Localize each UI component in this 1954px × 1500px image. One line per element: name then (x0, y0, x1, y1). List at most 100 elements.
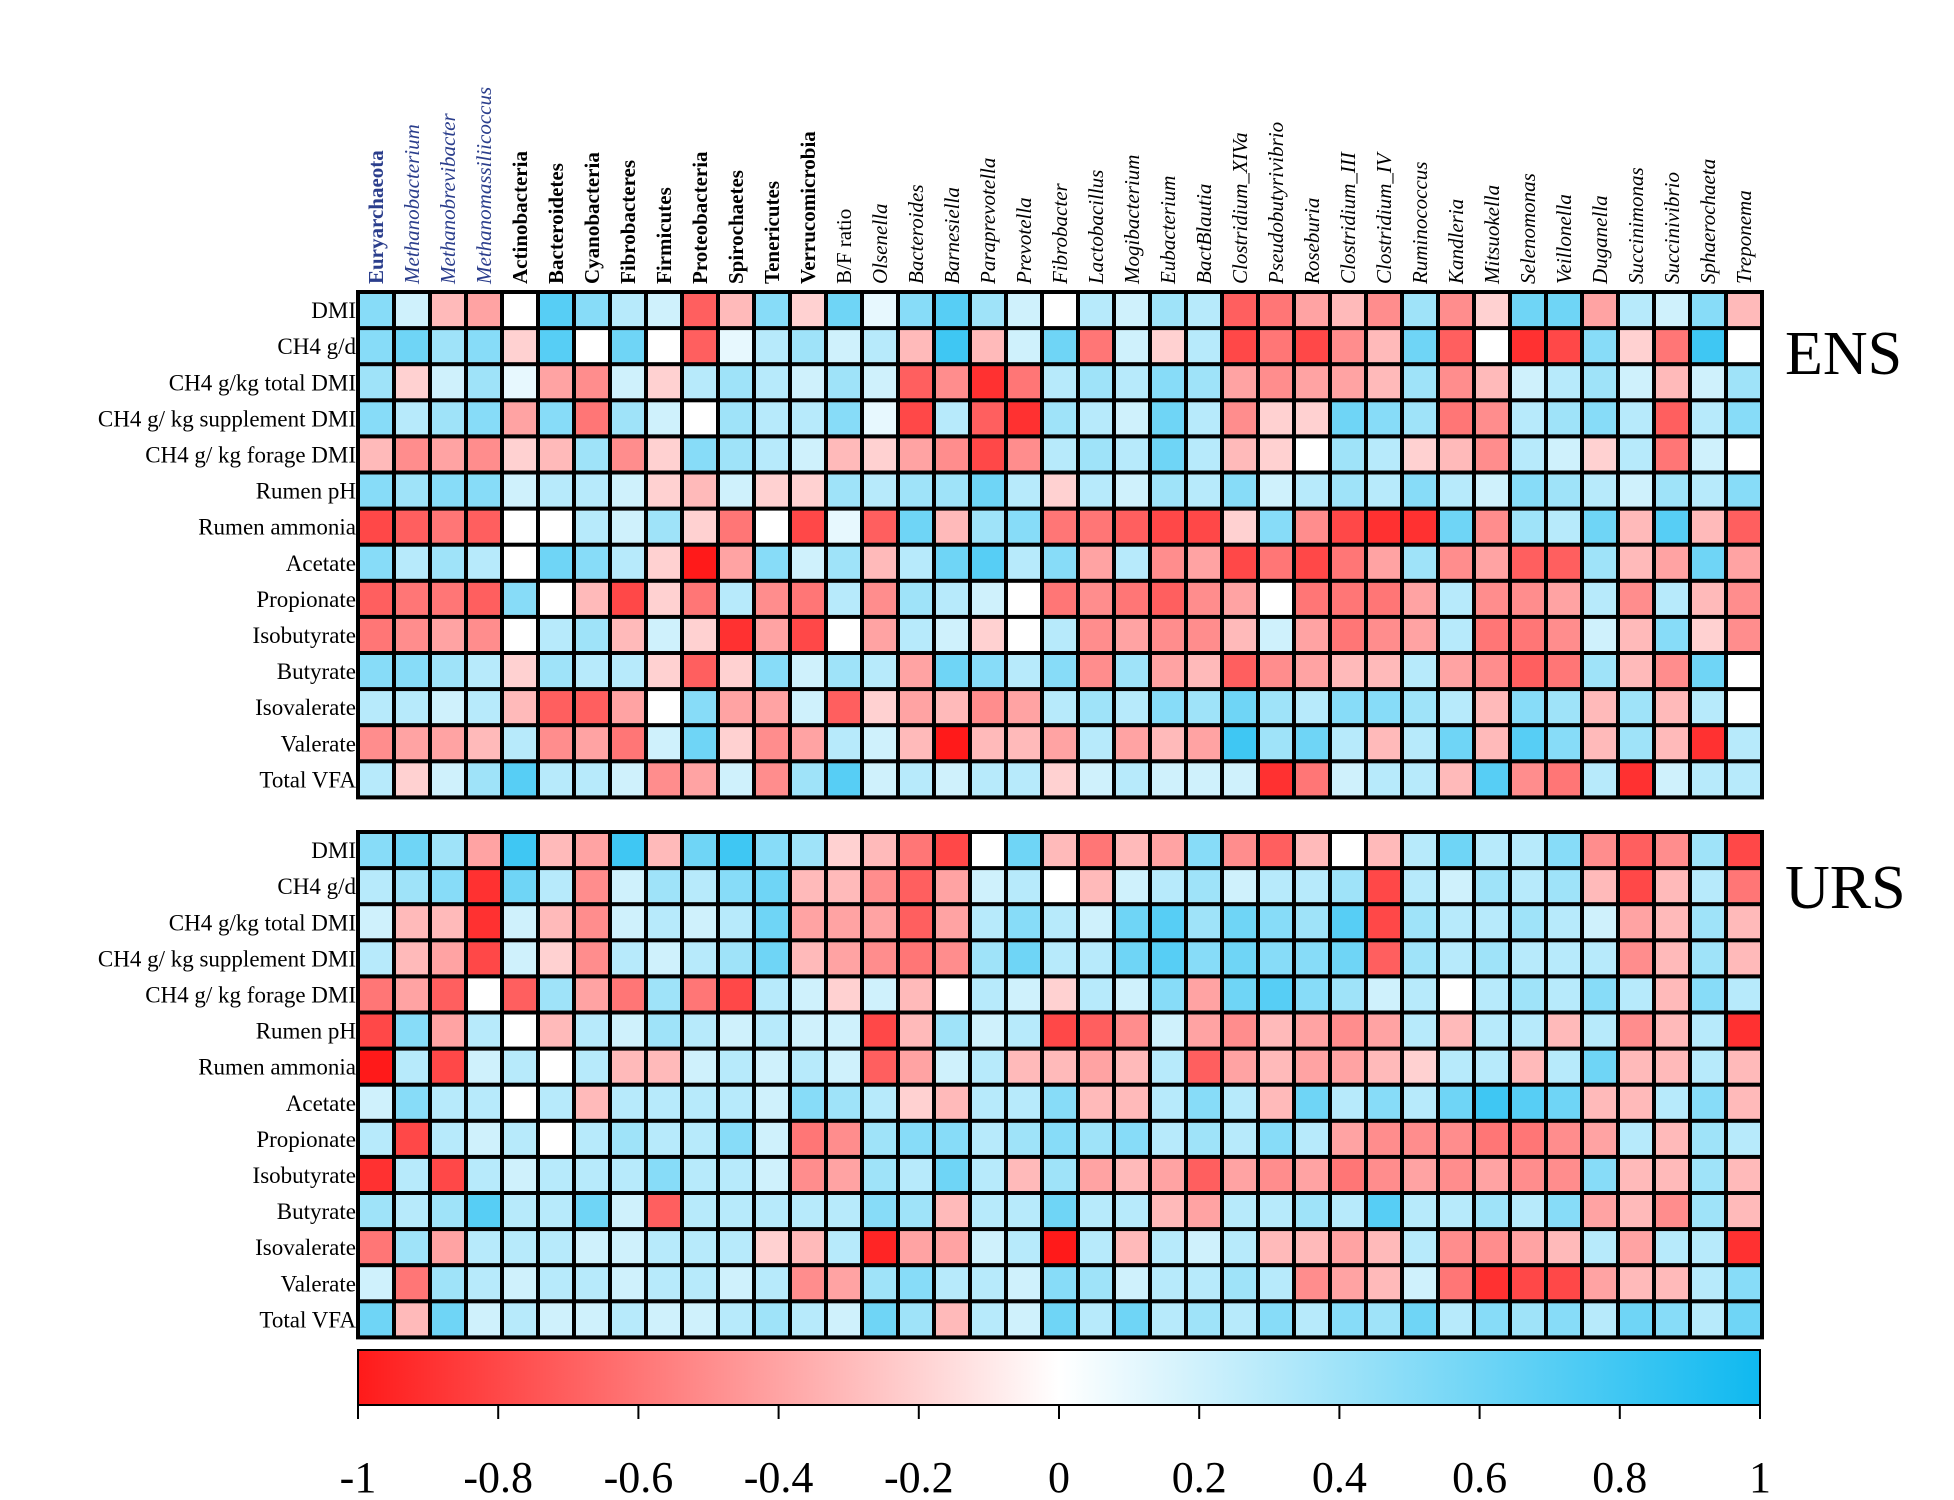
heatmap-cell (1728, 1014, 1760, 1047)
heatmap-cell (756, 1050, 788, 1083)
heatmap-cell (504, 1122, 536, 1155)
heatmap-cell (1584, 1303, 1616, 1336)
heatmap-cell (1548, 763, 1580, 796)
heatmap-cell (1440, 582, 1472, 615)
heatmap-cell (1548, 1231, 1580, 1264)
heatmap-cell (1620, 1267, 1652, 1300)
heatmap-cell (900, 1267, 932, 1300)
heatmap-cell (1692, 510, 1724, 543)
heatmap-cell (684, 1303, 716, 1336)
heatmap-cell (828, 510, 860, 543)
heatmap-cell (396, 1195, 428, 1228)
heatmap-cell (612, 438, 644, 471)
heatmap-cell (972, 546, 1004, 579)
heatmap-cell (360, 1231, 392, 1264)
heatmap-cell (936, 330, 968, 363)
heatmap-cell (972, 1050, 1004, 1083)
heatmap-cell (1260, 834, 1292, 867)
heatmap-cell (1008, 510, 1040, 543)
heatmap-cell (1512, 294, 1544, 327)
heatmap-cell (540, 1014, 572, 1047)
heatmap-cell (612, 1158, 644, 1191)
column-label: Methanobrevibacter (436, 113, 460, 285)
heatmap-cell (432, 1195, 464, 1228)
heatmap-cell (720, 906, 752, 939)
heatmap-cell (576, 510, 608, 543)
heatmap-cell (1656, 546, 1688, 579)
heatmap-cell (612, 978, 644, 1011)
heatmap-cell (1224, 978, 1256, 1011)
row-label: Butyrate (277, 659, 356, 684)
heatmap-cell (1008, 691, 1040, 724)
heatmap-cell (720, 294, 752, 327)
heatmap-cell (1584, 906, 1616, 939)
heatmap-cell (1152, 294, 1184, 327)
heatmap-cell (1224, 1014, 1256, 1047)
heatmap-cell (360, 510, 392, 543)
heatmap-cell (1584, 474, 1616, 507)
heatmap-cell (1368, 942, 1400, 975)
heatmap-cell (1548, 1303, 1580, 1336)
heatmap-cell (1224, 942, 1256, 975)
heatmap-cell (1476, 438, 1508, 471)
heatmap-cell (576, 1158, 608, 1191)
row-label: Valerate (281, 1271, 356, 1296)
heatmap-cell (900, 1122, 932, 1155)
heatmap-cell (1296, 366, 1328, 399)
color-scale-tick-label: 0.4 (1312, 1453, 1367, 1500)
heatmap-cell (1476, 1231, 1508, 1264)
heatmap-cell (1440, 1014, 1472, 1047)
color-scale-ticks: -1 -0.8 -0.6 -0.4 -0.2 0 0.2 0.4 0.6 0.8 1 (340, 1405, 1771, 1500)
heatmap-cell (1368, 366, 1400, 399)
row-label: Rumen ammonia (198, 515, 356, 540)
heatmap-cell (1512, 727, 1544, 760)
heatmap-cell (1548, 582, 1580, 615)
heatmap-cell (1188, 727, 1220, 760)
heatmap-cell (972, 402, 1004, 435)
color-scale-tick-label: -0.8 (463, 1453, 533, 1500)
heatmap-cell (1260, 510, 1292, 543)
heatmap-cell (1152, 906, 1184, 939)
heatmap-cell (720, 366, 752, 399)
heatmap-cell (1152, 366, 1184, 399)
heatmap-cell (1728, 691, 1760, 724)
heatmap-cell (1404, 582, 1436, 615)
heatmap-cell (792, 1014, 824, 1047)
heatmap-cell (1188, 1303, 1220, 1336)
heatmap-cell (1404, 942, 1436, 975)
heatmap-cell (1656, 402, 1688, 435)
heatmap-cell (504, 763, 536, 796)
heatmap-cell (1440, 294, 1472, 327)
heatmap-cell (1548, 474, 1580, 507)
heatmap-cell (468, 1303, 500, 1336)
heatmap-cell (648, 691, 680, 724)
heatmap-cell (648, 727, 680, 760)
heatmap-cell (720, 691, 752, 724)
heatmap-cell (1044, 727, 1076, 760)
heatmap-cell (756, 870, 788, 903)
heatmap-cell (1476, 1303, 1508, 1336)
heatmap-cell (936, 546, 968, 579)
heatmap-cell (756, 727, 788, 760)
heatmap-cell (1584, 582, 1616, 615)
heatmap-cell (1584, 618, 1616, 651)
heatmap-cell (1296, 438, 1328, 471)
heatmap-cell (936, 474, 968, 507)
heatmap-cell (1152, 1158, 1184, 1191)
row-label: Butyrate (277, 1199, 356, 1224)
heatmap-cell (936, 906, 968, 939)
heatmap-cell (972, 1014, 1004, 1047)
heatmap-cell (756, 1122, 788, 1155)
heatmap-cell (1152, 655, 1184, 688)
heatmap-cell (1728, 474, 1760, 507)
heatmap-cell (864, 1086, 896, 1119)
heatmap-cell (1044, 1303, 1076, 1336)
column-label: Methanomassiliicoccus (472, 87, 496, 285)
heatmap-cell (1116, 1303, 1148, 1336)
heatmap-cell (1404, 1231, 1436, 1264)
heatmap-cell (540, 906, 572, 939)
heatmap-cell (432, 906, 464, 939)
heatmap-cell (864, 655, 896, 688)
heatmap-cell (540, 655, 572, 688)
heatmap-cell (1728, 727, 1760, 760)
